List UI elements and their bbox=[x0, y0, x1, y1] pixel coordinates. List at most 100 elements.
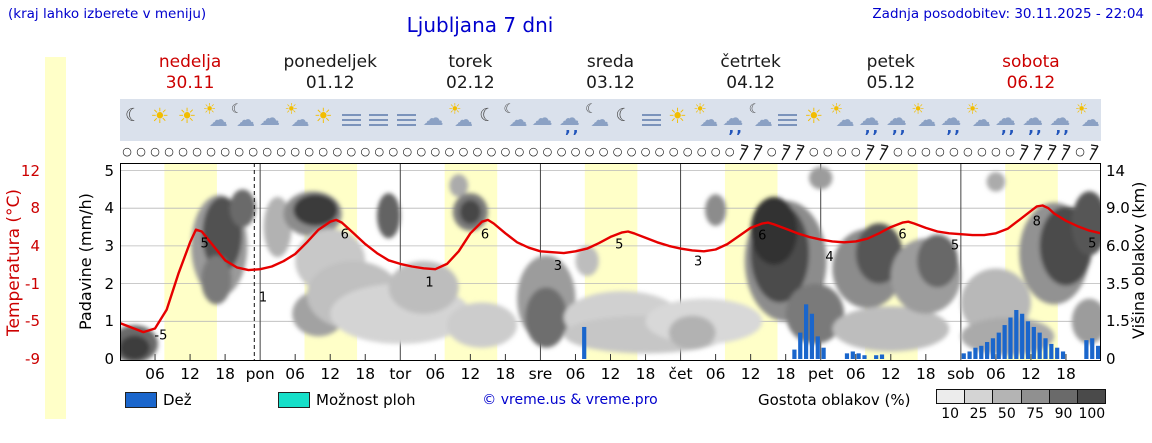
wind-barb-icon bbox=[751, 141, 765, 162]
cloud-icon: ☁ bbox=[256, 99, 283, 141]
hour-label: 18 bbox=[635, 365, 656, 383]
density-tick-label: 25 bbox=[969, 406, 988, 422]
cloud-cover-circle-icon: ○ bbox=[963, 145, 973, 158]
ic-cloud: ☁ bbox=[971, 109, 991, 131]
cloud-cover-circle-icon: ○ bbox=[808, 145, 819, 158]
ic-cloud: ☁ bbox=[995, 106, 1016, 130]
ic-cloud: ☁ bbox=[835, 109, 855, 131]
ic-cloud: ☁ bbox=[722, 106, 744, 130]
hour-label: 18 bbox=[775, 365, 796, 383]
left-decorative-strip bbox=[45, 57, 66, 419]
page-title: Ljubljana 7 dni bbox=[406, 13, 554, 37]
hour-label: 06 bbox=[425, 365, 446, 383]
ic-drops: ,, bbox=[946, 119, 962, 137]
cloud-icon: ☁ bbox=[420, 99, 447, 141]
partly-sun-icon: ☀ ☁ bbox=[965, 99, 992, 141]
density-swatch-75 bbox=[1020, 390, 1049, 403]
density-swatch-10 bbox=[937, 390, 965, 403]
density-tick-label: 10 bbox=[941, 406, 960, 422]
ic-sun: ☀ bbox=[668, 104, 687, 128]
axis-tick: 3.5 bbox=[1106, 274, 1130, 293]
day-date: 05.12 bbox=[866, 73, 916, 94]
ic-cloud: ☁ bbox=[590, 109, 610, 131]
cloud-cover-circle-icon: ○ bbox=[893, 145, 903, 158]
ic-moon: ☾ bbox=[231, 102, 243, 117]
day-name: petek bbox=[866, 52, 915, 72]
sun-icon: ☀ bbox=[801, 99, 828, 141]
day-date: 03.12 bbox=[586, 73, 635, 94]
density-swatch-50 bbox=[992, 390, 1021, 403]
svg-text:6: 6 bbox=[481, 228, 489, 243]
rain-icon: ☁,, bbox=[856, 99, 883, 141]
partly-sun-icon: ☀ ☁ bbox=[829, 99, 856, 141]
hour-label: 18 bbox=[1056, 365, 1076, 383]
ic-moon: ☾ bbox=[479, 105, 496, 126]
credit-link[interactable]: © vreme.us & vreme.pro bbox=[482, 392, 658, 408]
rain-icon: ☁,, bbox=[556, 99, 583, 141]
cloud-cover-circle-icon: ○ bbox=[991, 145, 1001, 158]
day-abbr-label: pet bbox=[807, 365, 834, 383]
ic-cloud: ☁ bbox=[753, 109, 773, 131]
axis-tick: 4 bbox=[30, 236, 40, 255]
axis-tick: 0 bbox=[104, 350, 114, 368]
day-headers: nedelja 30.11 ponedeljek 01.12 torek 02.12 sre… bbox=[120, 52, 1101, 98]
cloud-cover-circle-icon: ○ bbox=[921, 145, 931, 158]
cloud-cover-circle-icon: ○ bbox=[234, 145, 244, 158]
hour-label: 18 bbox=[355, 365, 376, 383]
day-header-torek: torek 02.12 bbox=[400, 52, 540, 98]
svg-text:3: 3 bbox=[554, 259, 562, 274]
cloud-cover-circle-icon: ○ bbox=[430, 145, 441, 158]
svg-text:5: 5 bbox=[1088, 237, 1096, 252]
cloud-cover-circle-icon: ○ bbox=[556, 145, 567, 158]
axis-tick: 8 bbox=[30, 199, 40, 218]
cloud-cover-circle-icon: ○ bbox=[528, 145, 539, 158]
cloud-cover-circle-icon: ○ bbox=[626, 145, 637, 158]
density-swatch-90 bbox=[1048, 390, 1077, 403]
partly-sun-icon: ☀ ☁ bbox=[910, 99, 937, 141]
day-date: 01.12 bbox=[305, 73, 355, 94]
rain-icon: ☁,, bbox=[938, 99, 965, 141]
day-header-petek: petek 05.12 bbox=[821, 52, 961, 98]
ic-cloud: ☁ bbox=[559, 106, 580, 130]
fog-icon bbox=[365, 99, 392, 141]
cloud-cover-circle-icon: ○ bbox=[514, 145, 525, 158]
svg-text:5: 5 bbox=[201, 237, 209, 252]
day-date: 02.12 bbox=[446, 73, 495, 94]
ic-sun: ☀ bbox=[911, 100, 925, 118]
cloud-cover-circle-icon: ○ bbox=[640, 145, 651, 158]
location-menu-hint: (kraj lahko izberete v meniju) bbox=[8, 6, 207, 22]
moon-icon: ☾ bbox=[611, 99, 638, 141]
cloud-cover-circle-icon: ○ bbox=[150, 145, 160, 158]
day-name: sreda bbox=[586, 52, 635, 72]
ic-cloud: ☁ bbox=[422, 106, 444, 130]
ic-fog bbox=[369, 114, 389, 126]
cloud-cover-circle-icon: ○ bbox=[444, 145, 455, 158]
day-abbr-label: tor bbox=[389, 365, 412, 383]
hour-label: 12 bbox=[320, 365, 341, 383]
cloud-cover-circle-icon: ○ bbox=[570, 145, 581, 158]
fog-icon bbox=[774, 99, 801, 141]
cloud-moon-icon: ☾ ☁ bbox=[583, 99, 610, 141]
ic-sun: ☀ bbox=[693, 100, 707, 118]
cloud-cover-circle-icon: ○ bbox=[935, 145, 945, 158]
partly-sun-icon: ☀ ☁ bbox=[284, 99, 311, 141]
cloud-icon: ☁ bbox=[529, 99, 556, 141]
cloud-cover-circle-icon: ○ bbox=[388, 145, 399, 158]
cloud-cover-circle-icon: ○ bbox=[822, 145, 833, 158]
day-header-nedelja: nedelja 30.11 bbox=[120, 52, 260, 98]
day-name: četrtek bbox=[720, 52, 781, 72]
day-name: nedelja bbox=[158, 52, 222, 72]
ic-sun: ☀ bbox=[284, 100, 298, 118]
ic-fog bbox=[778, 114, 797, 126]
cloud-moon-icon: ☾ ☁ bbox=[229, 99, 256, 141]
cloud-cover-circle-icon: ○ bbox=[164, 145, 174, 158]
hour-label: 12 bbox=[880, 365, 901, 383]
axis-tick: 14 bbox=[1106, 161, 1126, 180]
ic-moon: ☾ bbox=[503, 102, 516, 117]
cloud-cover-circle-icon: ○ bbox=[598, 145, 609, 158]
partly-sun-icon: ☀ ☁ bbox=[202, 99, 229, 141]
cloud-cover-circle-icon: ○ bbox=[402, 145, 413, 158]
cloud-cover-circle-icon: ○ bbox=[949, 145, 959, 158]
day-date: 06.12 bbox=[1006, 73, 1056, 94]
ic-cloud: ☁ bbox=[886, 106, 907, 130]
